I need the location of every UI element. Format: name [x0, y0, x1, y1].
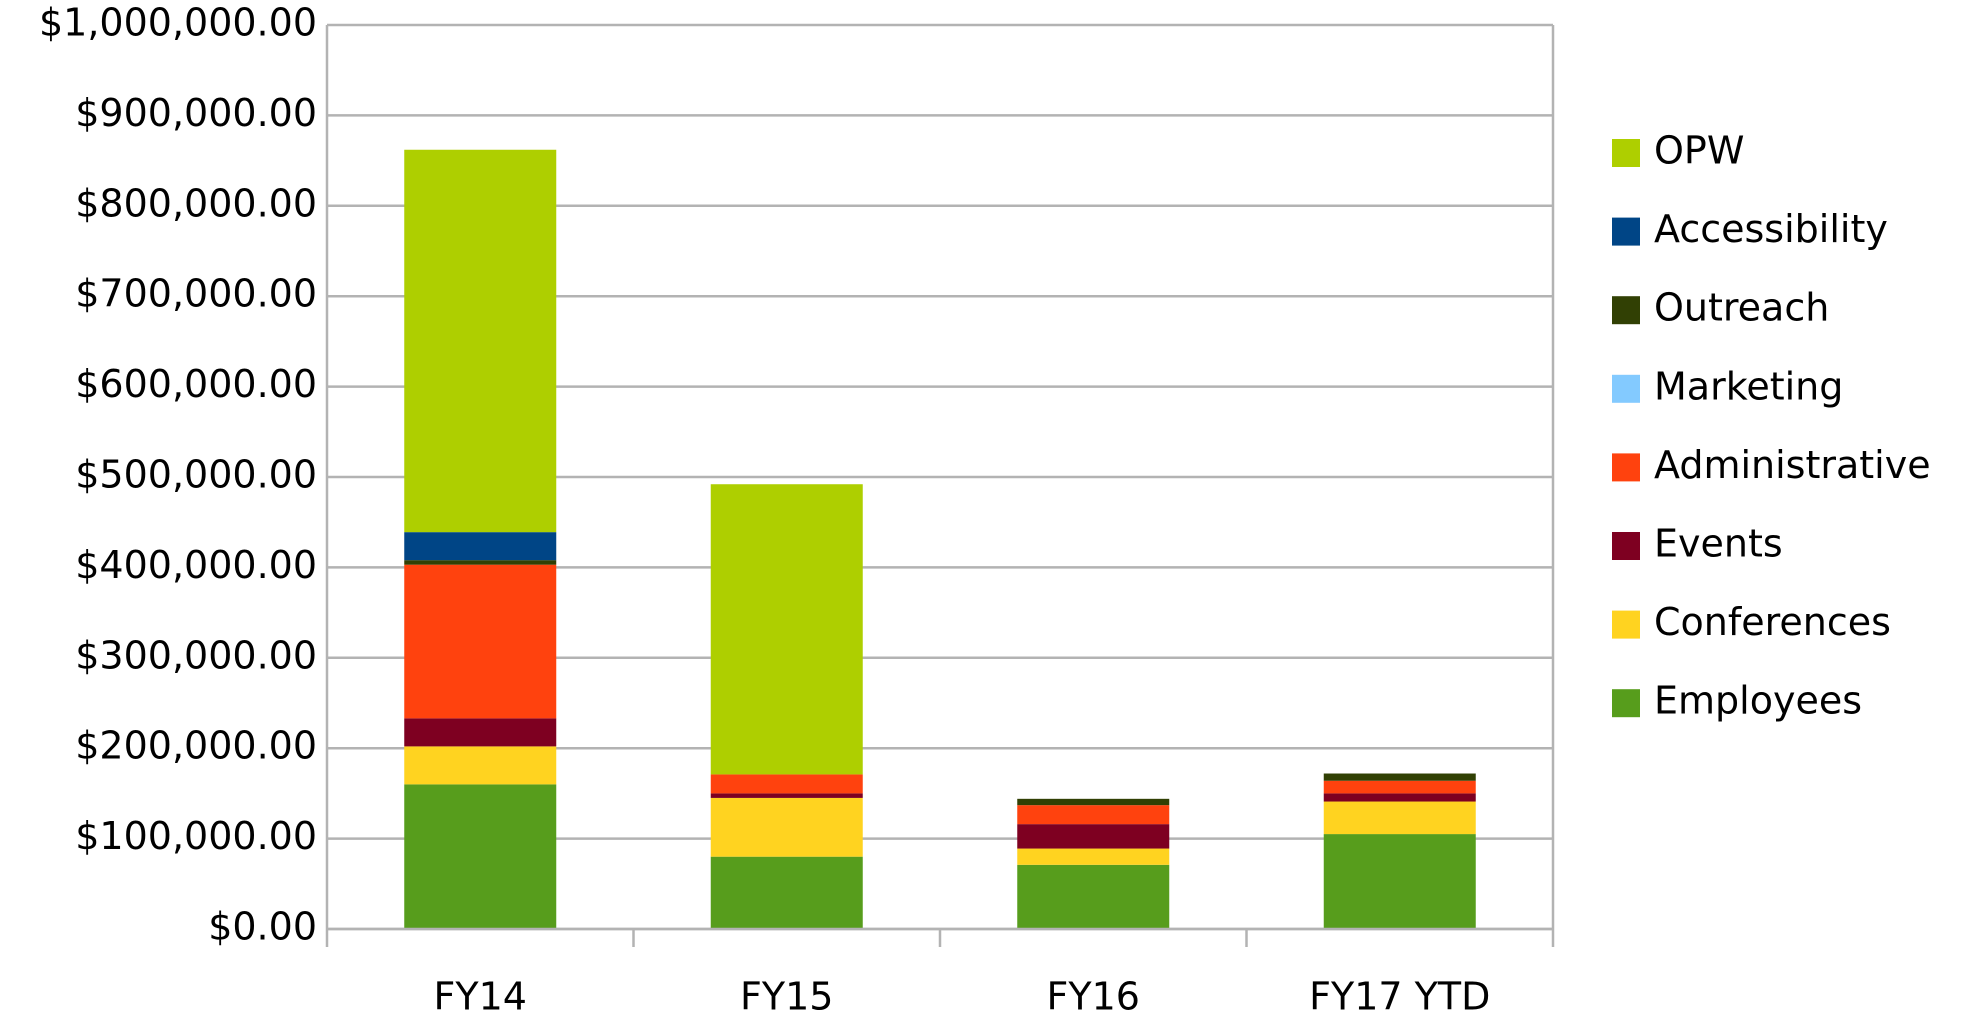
y-tick-label: $500,000.00	[75, 453, 317, 497]
x-tick-label: FY14	[434, 975, 527, 1014]
legend-swatch	[1612, 689, 1640, 718]
bar-segment	[1323, 801, 1476, 835]
x-tick-label: FY17 YTD	[1309, 975, 1490, 1014]
legend-swatch	[1612, 453, 1640, 482]
bar-segment	[710, 856, 863, 929]
bar-segment	[404, 784, 557, 929]
legend-swatch	[1612, 532, 1640, 560]
legend-label: Conferences	[1654, 600, 1891, 644]
x-tick-label: FY15	[740, 975, 833, 1014]
bar-segment	[1017, 824, 1170, 849]
y-tick-label: $700,000.00	[75, 272, 317, 316]
legend-label: Outreach	[1654, 286, 1829, 330]
bar-segment	[1323, 780, 1476, 794]
y-tick-label: $1,000,000.00	[39, 1, 317, 45]
y-tick-label: $200,000.00	[75, 724, 317, 768]
bar-segment	[1017, 798, 1170, 806]
legend-swatch	[1612, 610, 1640, 639]
x-tick-label: FY16	[1047, 975, 1140, 1014]
bar-segment	[1017, 848, 1170, 865]
legend-swatch	[1612, 217, 1640, 246]
y-tick-label: $600,000.00	[75, 362, 317, 406]
bar-segment	[1017, 864, 1170, 929]
y-tick-label: $0.00	[208, 905, 317, 949]
bar-segment	[710, 797, 863, 857]
bar-segment	[710, 793, 863, 798]
legend-label: Employees	[1654, 679, 1862, 723]
bar-segment	[710, 774, 863, 794]
bar-segment	[1017, 805, 1170, 825]
bar-segment	[404, 564, 557, 719]
bar-segment	[404, 718, 557, 747]
y-tick-label: $300,000.00	[75, 633, 317, 677]
bar-segment	[1323, 773, 1476, 781]
legend-label: Accessibility	[1654, 207, 1888, 251]
bar-segment	[710, 484, 863, 775]
bar-segment	[404, 746, 557, 785]
bar-segment	[1323, 834, 1476, 929]
legend-label: Marketing	[1654, 364, 1843, 408]
legend-swatch	[1612, 374, 1640, 403]
legend-label: Administrative	[1654, 443, 1931, 487]
bar-segment	[404, 149, 557, 533]
legend-label: OPW	[1654, 129, 1744, 173]
y-tick-label: $900,000.00	[75, 91, 317, 135]
bar-segment	[404, 532, 557, 561]
legend-swatch	[1612, 139, 1640, 167]
y-tick-label: $400,000.00	[75, 543, 317, 587]
y-tick-label: $100,000.00	[75, 814, 317, 858]
y-tick-label: $800,000.00	[75, 181, 317, 225]
bar-segment	[1323, 793, 1476, 802]
legend-label: Events	[1654, 522, 1783, 566]
bar-segment	[404, 560, 557, 565]
legend-swatch	[1612, 296, 1640, 325]
